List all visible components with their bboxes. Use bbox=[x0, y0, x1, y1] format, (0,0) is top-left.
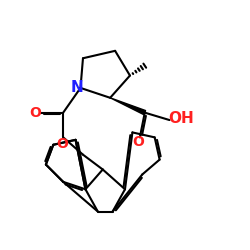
Text: OH: OH bbox=[168, 111, 194, 126]
Text: N: N bbox=[70, 80, 83, 96]
Text: O: O bbox=[133, 135, 144, 149]
Text: O: O bbox=[30, 106, 42, 120]
Polygon shape bbox=[110, 98, 146, 115]
Text: O: O bbox=[56, 136, 68, 150]
